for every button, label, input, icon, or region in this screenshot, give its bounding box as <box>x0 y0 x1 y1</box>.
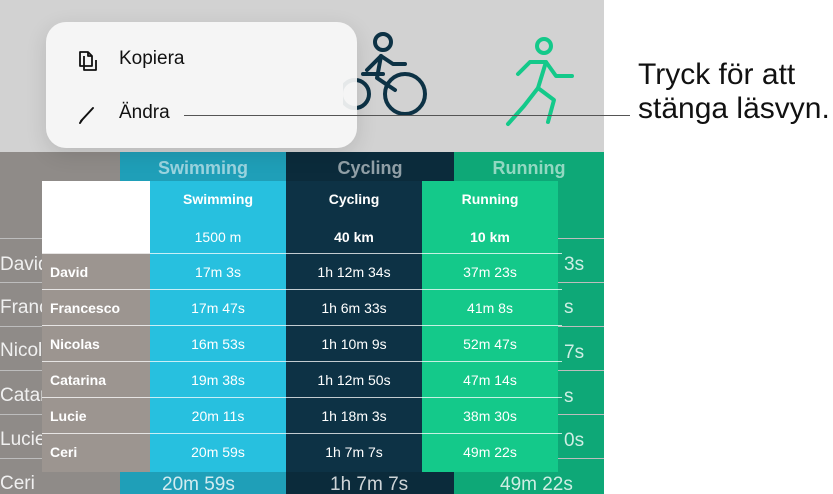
bg-last-swim: 20m 59s <box>162 474 235 494</box>
swim-time: 16m 53s <box>191 336 245 352</box>
cycle-time: 1h 12m 50s <box>317 372 391 388</box>
bg-row-name: David <box>0 254 44 275</box>
row-name: David <box>50 264 89 280</box>
swim-time: 17m 47s <box>191 300 245 316</box>
run-time: 38m 30s <box>463 408 517 424</box>
cycle-time: 1h 6m 33s <box>321 300 387 316</box>
pencil-icon <box>79 107 94 124</box>
bg-header-cycling: Cycling <box>337 158 403 178</box>
swimming-column: Swimming 1500 m 17m 3s 17m 47s 16m 53s 1… <box>150 181 286 472</box>
bg-running-value: 7s <box>564 342 585 363</box>
bg-running-value: 3s <box>564 254 585 275</box>
column-header-cycling: Cycling <box>328 191 380 207</box>
menu-item-copy[interactable]: Kopiera <box>46 32 357 88</box>
bg-running-value: 0s <box>564 430 585 451</box>
callout-text: Tryck för att stänga läsvyn. <box>638 58 830 126</box>
row-name: Lucie <box>50 408 87 424</box>
bg-running-value: s <box>564 297 574 318</box>
names-column: David Francesco Nicolas Catarina Lucie C… <box>42 181 150 472</box>
swim-time: 17m 3s <box>195 264 241 280</box>
results-table: David Francesco Nicolas Catarina Lucie C… <box>42 181 562 472</box>
running-icon <box>506 37 574 126</box>
bg-last-cycle: 1h 7m 7s <box>330 474 409 494</box>
cycle-time: 1h 7m 7s <box>325 444 383 460</box>
run-time: 49m 22s <box>463 444 517 460</box>
cycle-time: 1h 12m 34s <box>317 264 391 280</box>
running-column: Running 10 km 37m 23s 41m 8s 52m 47s 47m… <box>422 181 558 472</box>
menu-item-copy-label: Kopiera <box>119 48 185 69</box>
context-menu: Kopiera Ändra <box>46 22 357 148</box>
run-time: 52m 47s <box>463 336 517 352</box>
row-name: Francesco <box>50 300 121 316</box>
column-distance-running: 10 km <box>470 229 510 245</box>
row-name: Nicolas <box>50 336 100 352</box>
cycle-time: 1h 10m 9s <box>321 336 387 352</box>
bg-header-running: Running <box>492 158 566 178</box>
bg-row-name: Nicola <box>0 340 44 361</box>
bg-row-name: Franc <box>0 297 44 318</box>
column-header-running: Running <box>461 191 519 207</box>
run-time: 37m 23s <box>463 264 517 280</box>
run-time: 47m 14s <box>463 372 517 388</box>
callout-line-2: stänga läsvyn. <box>638 92 830 125</box>
swim-time: 20m 59s <box>191 444 245 460</box>
row-name: Catarina <box>50 372 107 388</box>
swim-time: 19m 38s <box>191 372 245 388</box>
menu-item-edit[interactable]: Ändra <box>46 86 357 142</box>
row-name: Ceri <box>50 444 78 460</box>
run-time: 41m 8s <box>467 300 513 316</box>
callout-line-1: Tryck för att <box>638 58 796 91</box>
bg-row-name: Ceri <box>0 473 35 494</box>
bg-running-value: s <box>564 386 574 407</box>
copy-icon <box>79 51 97 71</box>
column-header-swimming: Swimming <box>182 191 253 207</box>
column-distance-swimming: 1500 m <box>194 229 242 245</box>
app-screenshot: Swimming Cycling Running David Franc Nic… <box>0 0 604 494</box>
bg-row-name: Lucie <box>0 429 44 450</box>
menu-item-edit-label: Ändra <box>119 102 170 123</box>
bg-row-name: Catar <box>0 385 44 406</box>
bg-last-run: 49m 22s <box>500 474 573 494</box>
swim-time: 20m 11s <box>191 408 245 424</box>
callout-leader-line <box>184 115 630 116</box>
column-distance-cycling: 40 km <box>334 229 374 245</box>
cycle-time: 1h 18m 3s <box>321 408 387 424</box>
bg-header-swimming: Swimming <box>157 158 248 178</box>
cycling-column: Cycling 40 km 1h 12m 34s 1h 6m 33s 1h 10… <box>286 181 422 472</box>
